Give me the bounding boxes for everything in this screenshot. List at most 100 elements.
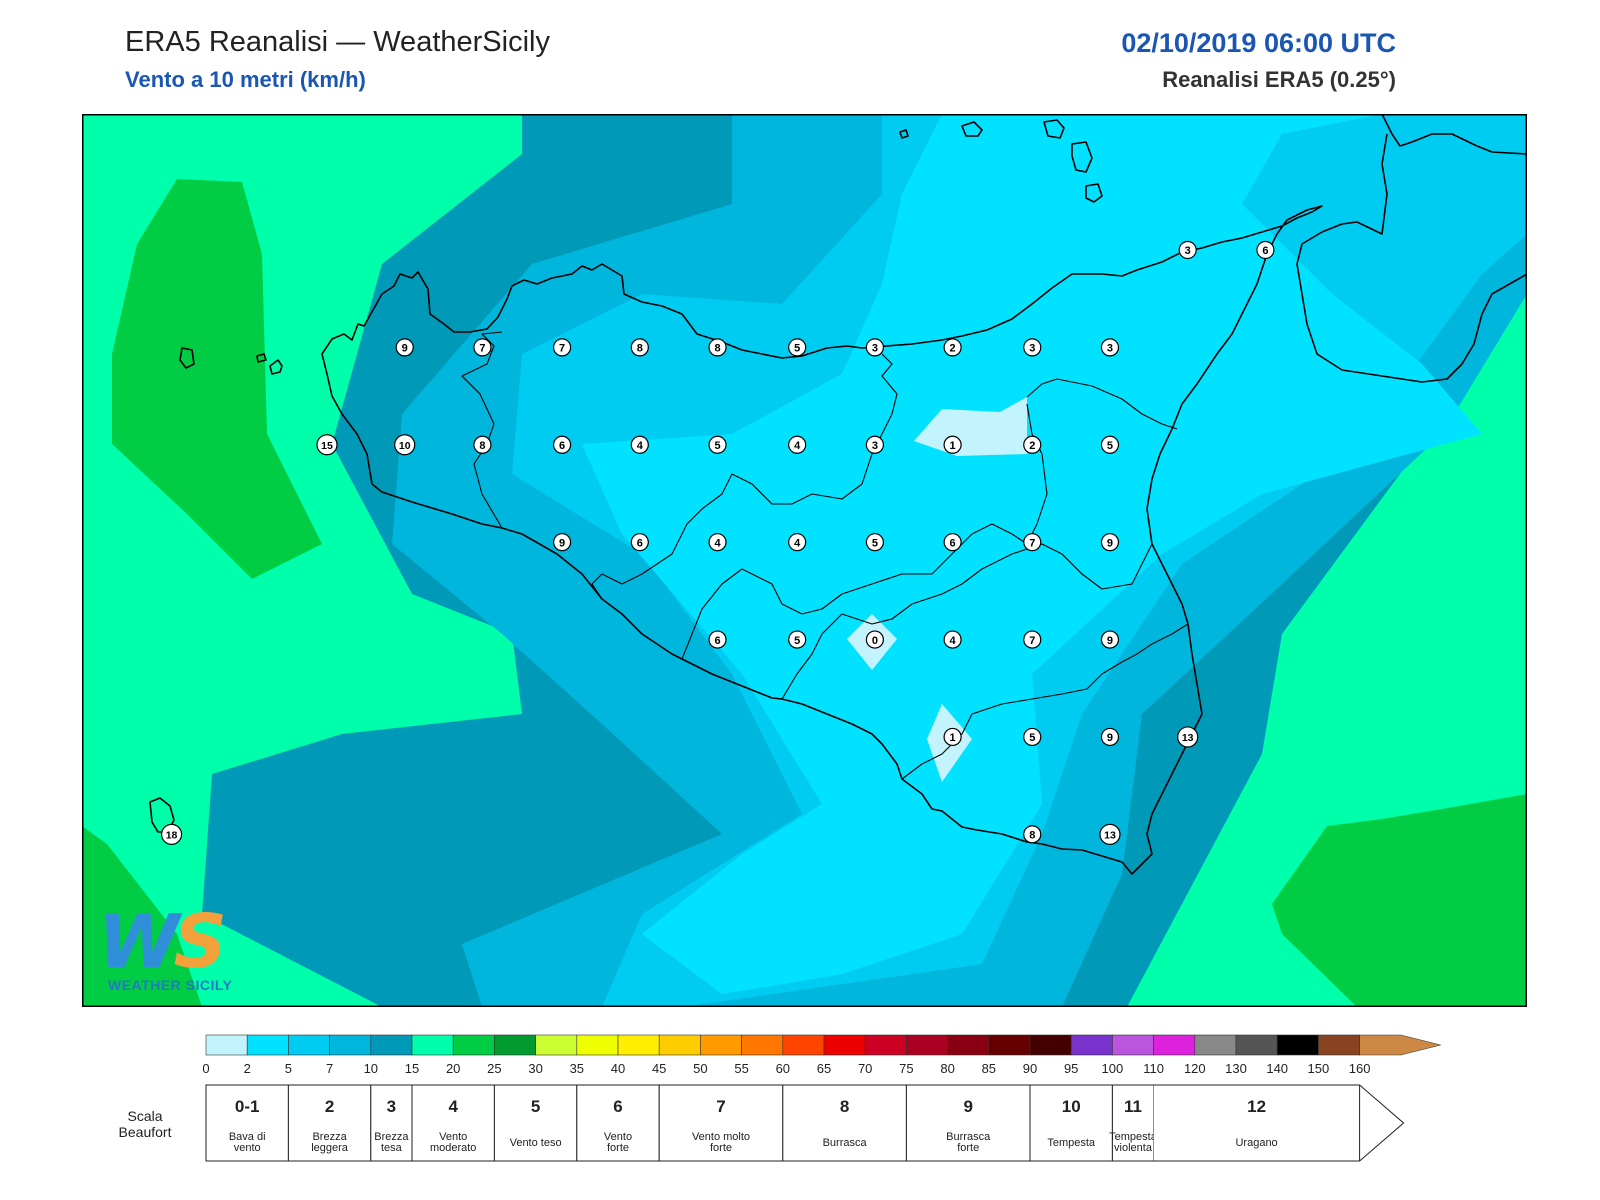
map-frame (82, 114, 1527, 1007)
colorbar-tick-label: 100 (1102, 1061, 1124, 1076)
station-marker: 2 (1023, 435, 1042, 454)
station-value: 3 (872, 343, 878, 355)
beaufort-number: 6 (613, 1097, 622, 1116)
station-marker: 15 (316, 434, 338, 456)
colorbar-tick-label: 75 (899, 1061, 913, 1076)
beaufort-description: Vento (604, 1131, 632, 1143)
colorbar-swatch (411, 1034, 454, 1056)
egadi-island-2 (256, 353, 267, 363)
beaufort-cell: 5 Vento teso (493, 1084, 578, 1162)
station-marker: 7 (473, 338, 492, 357)
colorbar-tick-label: 15 (405, 1061, 419, 1076)
station-dot (865, 630, 884, 649)
colorbar-swatch (1359, 1034, 1441, 1056)
colorbar-swatch (906, 1034, 948, 1056)
station-marker: 6 (630, 533, 649, 552)
colorbar-tick-label: 20 (446, 1061, 460, 1076)
beaufort-number: 9 (963, 1097, 972, 1116)
station-marker: 4 (943, 630, 962, 649)
station-value: 15 (321, 440, 333, 452)
station-marker: 7 (1023, 630, 1042, 649)
beaufort-description: tesa (381, 1142, 403, 1154)
station-dot (788, 435, 807, 454)
colorbar-tick-label: 40 (611, 1061, 625, 1076)
weathersicily-logo: WS WEATHER SICILY (98, 905, 258, 995)
station-dot (630, 533, 649, 552)
colorbar-swatch (1070, 1034, 1113, 1056)
station-value: 7 (1029, 635, 1035, 647)
beaufort-description: Vento molto (692, 1131, 750, 1143)
beaufort-number: 5 (531, 1097, 540, 1116)
station-dot (1100, 435, 1120, 454)
aeolian-island-5 (899, 129, 909, 139)
station-dot (708, 338, 727, 357)
colorbar-swatch (658, 1034, 701, 1056)
station-marker: 9 (395, 338, 414, 357)
station-value: 5 (714, 440, 720, 452)
legend: 0 2 5 7 10 15 20 25 30 35 40 45 50 55 60 65 70 75 80 85 90 95… (119, 1034, 1441, 1162)
field-band-20-25-southwest (82, 826, 202, 1007)
station-marker: 13 (1099, 823, 1121, 845)
station-dot (865, 338, 884, 357)
station-value: 6 (637, 537, 643, 549)
colorbar-swatch (1318, 1034, 1360, 1056)
beaufort-number: 7 (716, 1097, 725, 1116)
station-dot (1177, 726, 1199, 748)
colorbar-tick-label: 2 (244, 1061, 251, 1076)
station-value: 5 (794, 635, 800, 647)
station-marker: 5 (1023, 727, 1042, 747)
colorbar-swatch (1194, 1034, 1237, 1056)
colorbar-tick-label: 130 (1225, 1061, 1247, 1076)
station-dot (1023, 338, 1042, 357)
station-marker: 5 (788, 630, 807, 649)
station-value: 9 (1107, 732, 1113, 744)
beaufort-cell: 12 Uragano (1153, 1084, 1405, 1162)
calabria-coast (1381, 114, 1527, 155)
station-value: 5 (794, 343, 800, 355)
station-dot (1023, 727, 1042, 747)
station-dot (395, 338, 414, 357)
colorbar-tick-label: 120 (1184, 1061, 1206, 1076)
station-dot (473, 435, 492, 454)
logo-name: WEATHER SICILY (108, 977, 233, 993)
colorbar-swatch (947, 1034, 990, 1056)
station-value: 7 (559, 343, 565, 355)
station-dot (708, 630, 727, 649)
colorbar-swatch (1235, 1034, 1278, 1056)
station-marker: 8 (473, 435, 492, 454)
station-marker: 1 (943, 727, 962, 747)
field-band-20-25-west (112, 179, 322, 579)
station-marker: 4 (630, 435, 649, 454)
station-value: 2 (950, 343, 956, 355)
station-dot (1099, 823, 1121, 845)
beaufort-number: 0-1 (235, 1097, 260, 1116)
station-dot (943, 533, 962, 552)
station-value: 18 (166, 830, 178, 842)
station-value: 9 (1107, 635, 1113, 647)
station-value: 2 (1029, 440, 1035, 452)
field-band-2-5 (582, 114, 1482, 994)
aeolian-island-3 (1071, 141, 1093, 173)
station-dot (708, 533, 727, 552)
wind-speed-colorbar: 0 2 5 7 10 15 20 25 30 35 40 45 50 55 60 65 70 75 80 85 90 95… (202, 1034, 1441, 1076)
station-dot (1178, 240, 1197, 260)
beaufort-label-line2: Beaufort (119, 1124, 172, 1140)
station-value: 3 (1185, 245, 1191, 257)
station-marker: 3 (1023, 338, 1042, 357)
colorbar-tick-label: 5 (285, 1061, 292, 1076)
station-marker: 8 (708, 338, 727, 357)
beaufort-description: forte (957, 1142, 979, 1154)
beaufort-number: 8 (840, 1097, 849, 1116)
beaufort-number: 11 (1124, 1097, 1142, 1116)
station-dot (1023, 533, 1042, 552)
colorbar-tick-label: 140 (1266, 1061, 1288, 1076)
station-marker: 7 (1023, 533, 1042, 552)
station-dot (708, 435, 727, 454)
station-marker: 3 (1178, 240, 1197, 260)
station-marker: 3 (865, 435, 884, 454)
beaufort-number: 10 (1062, 1097, 1081, 1116)
station-value: 4 (794, 537, 801, 549)
